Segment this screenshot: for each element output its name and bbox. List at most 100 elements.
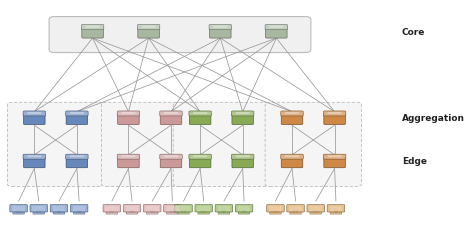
FancyBboxPatch shape xyxy=(274,211,277,213)
FancyBboxPatch shape xyxy=(324,157,346,168)
FancyBboxPatch shape xyxy=(117,111,140,116)
FancyBboxPatch shape xyxy=(144,205,161,212)
FancyBboxPatch shape xyxy=(118,157,139,168)
FancyBboxPatch shape xyxy=(85,26,100,27)
FancyBboxPatch shape xyxy=(310,206,322,211)
FancyBboxPatch shape xyxy=(218,206,230,211)
FancyBboxPatch shape xyxy=(78,211,81,213)
FancyBboxPatch shape xyxy=(285,112,299,114)
FancyBboxPatch shape xyxy=(23,154,46,159)
FancyBboxPatch shape xyxy=(66,154,88,159)
FancyBboxPatch shape xyxy=(30,205,47,212)
FancyBboxPatch shape xyxy=(126,206,138,211)
FancyBboxPatch shape xyxy=(32,206,45,211)
FancyBboxPatch shape xyxy=(24,157,45,168)
Text: Edge: Edge xyxy=(402,157,427,166)
FancyBboxPatch shape xyxy=(12,206,25,211)
FancyBboxPatch shape xyxy=(223,211,225,213)
FancyBboxPatch shape xyxy=(49,17,311,53)
FancyBboxPatch shape xyxy=(70,112,84,114)
FancyBboxPatch shape xyxy=(18,211,20,213)
FancyBboxPatch shape xyxy=(110,211,113,213)
FancyBboxPatch shape xyxy=(265,24,288,30)
FancyBboxPatch shape xyxy=(329,206,342,211)
FancyBboxPatch shape xyxy=(198,212,210,214)
FancyBboxPatch shape xyxy=(193,112,207,114)
FancyBboxPatch shape xyxy=(10,205,27,212)
FancyBboxPatch shape xyxy=(53,212,65,214)
FancyBboxPatch shape xyxy=(118,114,139,125)
Text: Aggregation: Aggregation xyxy=(402,114,465,123)
FancyBboxPatch shape xyxy=(70,155,84,157)
FancyBboxPatch shape xyxy=(160,114,182,125)
FancyBboxPatch shape xyxy=(175,205,192,212)
FancyBboxPatch shape xyxy=(106,212,118,214)
FancyBboxPatch shape xyxy=(131,211,133,213)
FancyBboxPatch shape xyxy=(328,112,342,114)
FancyBboxPatch shape xyxy=(193,155,207,157)
FancyBboxPatch shape xyxy=(314,211,317,213)
FancyBboxPatch shape xyxy=(289,206,302,211)
FancyBboxPatch shape xyxy=(160,154,182,159)
FancyBboxPatch shape xyxy=(307,205,325,212)
FancyBboxPatch shape xyxy=(285,155,299,157)
FancyBboxPatch shape xyxy=(323,154,346,159)
FancyBboxPatch shape xyxy=(310,212,321,214)
FancyBboxPatch shape xyxy=(327,205,345,212)
FancyBboxPatch shape xyxy=(243,211,246,213)
FancyBboxPatch shape xyxy=(324,114,346,125)
FancyBboxPatch shape xyxy=(101,102,198,186)
FancyBboxPatch shape xyxy=(236,112,250,114)
FancyBboxPatch shape xyxy=(189,154,211,159)
FancyBboxPatch shape xyxy=(190,157,211,168)
FancyBboxPatch shape xyxy=(290,212,301,214)
FancyBboxPatch shape xyxy=(281,111,303,116)
FancyBboxPatch shape xyxy=(164,205,181,212)
FancyBboxPatch shape xyxy=(164,112,178,114)
FancyBboxPatch shape xyxy=(103,205,120,212)
FancyBboxPatch shape xyxy=(330,212,342,214)
FancyBboxPatch shape xyxy=(8,102,104,186)
FancyBboxPatch shape xyxy=(106,206,118,211)
FancyBboxPatch shape xyxy=(328,155,342,157)
FancyBboxPatch shape xyxy=(146,212,158,214)
FancyBboxPatch shape xyxy=(195,205,212,212)
FancyBboxPatch shape xyxy=(182,211,185,213)
FancyBboxPatch shape xyxy=(235,205,253,212)
FancyBboxPatch shape xyxy=(50,205,68,212)
FancyBboxPatch shape xyxy=(231,154,254,159)
FancyBboxPatch shape xyxy=(178,212,190,214)
FancyBboxPatch shape xyxy=(137,24,160,30)
FancyBboxPatch shape xyxy=(173,102,270,186)
FancyBboxPatch shape xyxy=(281,154,303,159)
FancyBboxPatch shape xyxy=(24,114,45,125)
FancyBboxPatch shape xyxy=(281,157,303,168)
FancyBboxPatch shape xyxy=(231,111,254,116)
FancyBboxPatch shape xyxy=(27,155,41,157)
FancyBboxPatch shape xyxy=(210,27,231,38)
FancyBboxPatch shape xyxy=(238,212,250,214)
FancyBboxPatch shape xyxy=(213,26,228,27)
FancyBboxPatch shape xyxy=(37,211,40,213)
FancyBboxPatch shape xyxy=(82,27,103,38)
FancyBboxPatch shape xyxy=(58,211,60,213)
FancyBboxPatch shape xyxy=(164,155,178,157)
FancyBboxPatch shape xyxy=(265,102,362,186)
FancyBboxPatch shape xyxy=(209,24,231,30)
FancyBboxPatch shape xyxy=(123,205,141,212)
FancyBboxPatch shape xyxy=(121,112,136,114)
FancyBboxPatch shape xyxy=(23,111,46,116)
FancyBboxPatch shape xyxy=(202,211,205,213)
FancyBboxPatch shape xyxy=(82,24,104,30)
FancyBboxPatch shape xyxy=(117,154,140,159)
FancyBboxPatch shape xyxy=(70,205,88,212)
FancyBboxPatch shape xyxy=(151,211,154,213)
FancyBboxPatch shape xyxy=(13,212,25,214)
FancyBboxPatch shape xyxy=(265,27,287,38)
FancyBboxPatch shape xyxy=(160,111,182,116)
FancyBboxPatch shape xyxy=(142,26,155,27)
FancyBboxPatch shape xyxy=(190,114,211,125)
FancyBboxPatch shape xyxy=(160,157,182,168)
FancyBboxPatch shape xyxy=(237,206,250,211)
FancyBboxPatch shape xyxy=(232,157,254,168)
